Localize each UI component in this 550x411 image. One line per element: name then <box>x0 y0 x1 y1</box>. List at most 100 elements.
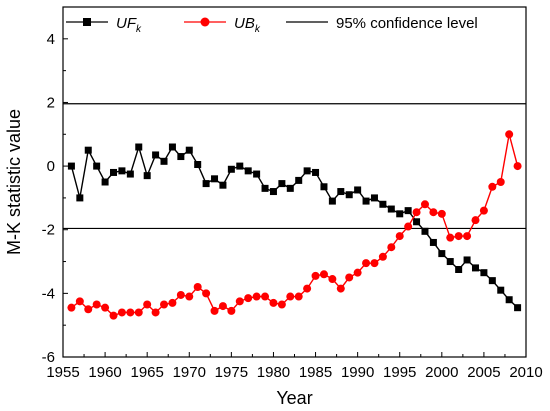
point-ub <box>505 130 514 139</box>
point-uf <box>370 194 378 202</box>
point-uf <box>421 227 429 235</box>
point-ub <box>496 178 505 186</box>
point-ub <box>227 306 236 315</box>
point-ub <box>75 297 84 306</box>
point-ub <box>193 283 202 291</box>
point-ub <box>67 303 76 312</box>
point-uf <box>413 218 421 226</box>
point-ub <box>370 259 379 268</box>
point-ub <box>479 206 488 215</box>
point-ub <box>210 306 219 315</box>
point-uf <box>93 162 101 170</box>
point-uf <box>76 194 84 202</box>
x-tick-label: 1995 <box>383 364 416 381</box>
series-line-ub <box>70 134 519 317</box>
point-uf <box>320 183 328 191</box>
y-axis-ticks: -6 -4 -2 0 2 4 <box>42 31 68 366</box>
point-ub <box>471 216 480 225</box>
series-line-uf <box>70 144 519 309</box>
legend-item-ub: UBk <box>184 15 261 35</box>
y-tick-label: -2 <box>42 222 55 239</box>
point-ub <box>437 209 446 218</box>
point-uf <box>269 188 277 196</box>
x-tick-label: 1955 <box>46 364 79 381</box>
point-uf <box>387 205 395 213</box>
point-uf <box>219 181 227 189</box>
point-uf <box>497 286 505 294</box>
legend-marker-circle <box>200 17 210 27</box>
point-ub <box>269 298 278 307</box>
x-tick-label: 1960 <box>88 364 121 381</box>
point-ub <box>101 303 110 312</box>
point-uf <box>118 167 126 175</box>
plot-layer <box>63 103 526 320</box>
point-uf <box>471 264 479 272</box>
point-ub <box>126 308 135 317</box>
point-uf <box>354 186 362 194</box>
x-tick-label: 2000 <box>425 364 458 381</box>
point-ub <box>168 298 177 307</box>
point-uf <box>312 168 320 176</box>
point-ub <box>202 289 211 298</box>
point-uf <box>227 165 235 173</box>
point-ub <box>303 284 312 293</box>
point-ub <box>143 300 152 309</box>
point-uf <box>286 184 294 192</box>
x-tick-label: 1965 <box>130 364 163 381</box>
point-uf <box>362 197 370 205</box>
point-uf <box>429 238 437 246</box>
point-uf <box>488 277 496 285</box>
point-uf <box>126 170 134 178</box>
plot-frame <box>62 6 527 358</box>
x-tick-label: 2005 <box>467 364 500 381</box>
point-ub <box>294 292 303 301</box>
point-ub <box>513 162 522 171</box>
point-uf <box>211 175 219 183</box>
point-ub <box>109 311 118 320</box>
point-uf <box>168 143 176 151</box>
point-uf <box>261 184 269 192</box>
x-tick-label: 1975 <box>215 364 248 381</box>
point-ub <box>252 292 261 301</box>
legend-label-ub: UBk <box>234 15 261 35</box>
y-tick-label: 0 <box>47 158 55 175</box>
y-tick-label: 2 <box>47 94 55 111</box>
point-uf <box>143 172 151 180</box>
point-uf <box>185 146 193 154</box>
point-uf <box>455 266 463 273</box>
point-ub <box>328 275 337 284</box>
point-uf <box>480 269 488 277</box>
y-tick-label: -4 <box>42 285 55 302</box>
legend-label-confidence: 95% confidence level <box>336 15 478 32</box>
point-ub <box>378 252 387 261</box>
x-axis-ticks: 1955 1960 1965 1970 1975 1980 1985 1990 1995 2000… <box>46 352 543 381</box>
point-ub <box>311 271 320 280</box>
point-ub <box>420 200 429 209</box>
point-uf <box>379 200 387 208</box>
point-uf <box>328 197 336 205</box>
point-uf <box>84 146 92 154</box>
legend-item-confidence: 95% confidence level <box>286 15 478 32</box>
point-ub <box>319 270 328 279</box>
point-ub <box>160 300 169 309</box>
point-uf <box>396 210 404 218</box>
point-ub <box>84 305 93 314</box>
point-ub <box>345 273 354 282</box>
point-uf <box>194 161 202 168</box>
point-uf <box>446 258 454 266</box>
point-uf <box>303 167 311 175</box>
point-ub <box>404 222 413 231</box>
point-uf <box>135 143 143 151</box>
point-uf <box>438 250 446 258</box>
point-ub <box>412 208 421 217</box>
point-ub <box>454 232 463 241</box>
point-ub <box>185 292 194 301</box>
point-ub <box>117 308 126 317</box>
point-uf <box>101 178 109 186</box>
y-tick-label: -6 <box>42 349 55 366</box>
point-ub <box>218 302 227 311</box>
x-tick-label: 2010 <box>509 364 542 381</box>
point-ub <box>261 292 270 301</box>
point-uf <box>236 162 244 170</box>
